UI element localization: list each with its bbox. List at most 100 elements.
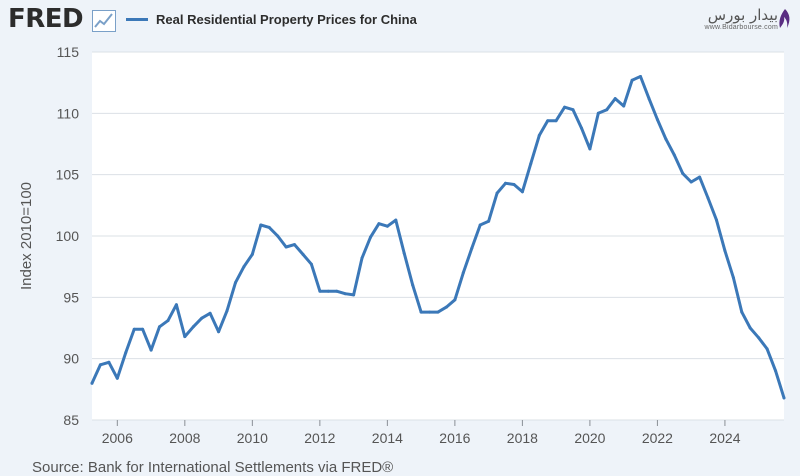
data-point bbox=[461, 271, 465, 275]
data-point bbox=[689, 180, 693, 184]
data-point bbox=[529, 162, 533, 166]
y-tick-label: 85 bbox=[63, 412, 79, 428]
flame-icon bbox=[779, 9, 790, 28]
data-point bbox=[580, 126, 583, 130]
data-point bbox=[149, 348, 153, 352]
data-point bbox=[191, 325, 195, 329]
y-tick-label: 115 bbox=[57, 44, 80, 60]
data-point bbox=[360, 256, 364, 260]
data-point bbox=[444, 305, 448, 309]
data-point bbox=[141, 327, 145, 331]
data-point bbox=[343, 292, 347, 296]
data-point bbox=[596, 111, 600, 115]
data-point bbox=[326, 289, 330, 293]
data-point bbox=[107, 360, 111, 364]
data-point bbox=[765, 347, 769, 351]
gridlines bbox=[92, 51, 784, 421]
data-point bbox=[225, 309, 229, 313]
data-point bbox=[504, 181, 507, 185]
data-point bbox=[411, 283, 415, 287]
data-point bbox=[115, 376, 119, 380]
data-point bbox=[478, 223, 482, 227]
data-point bbox=[571, 108, 575, 112]
data-point bbox=[782, 396, 786, 400]
x-tick-label: 2024 bbox=[709, 430, 740, 446]
data-point bbox=[664, 137, 668, 141]
data-point bbox=[512, 183, 516, 186]
data-point bbox=[436, 310, 440, 314]
y-axis-ticks: 85 90 95 100 105 110 115 bbox=[56, 44, 80, 428]
data-point bbox=[774, 369, 778, 373]
data-point bbox=[98, 363, 102, 367]
data-point bbox=[242, 265, 246, 269]
data-point bbox=[377, 222, 381, 226]
data-point bbox=[554, 119, 558, 123]
data-point bbox=[174, 303, 178, 307]
data-point bbox=[166, 319, 170, 323]
x-axis-ticks: 2006 2008 2010 2012 2014 2016 2018 2020 2022 2024 bbox=[102, 420, 741, 446]
fred-logo[interactable]: FRED bbox=[8, 4, 84, 34]
watermark-name: بیدار بورس bbox=[707, 6, 778, 24]
y-tick-label: 95 bbox=[63, 289, 79, 305]
data-point bbox=[428, 310, 432, 314]
x-tick-label: 2014 bbox=[372, 430, 403, 446]
x-tick-label: 2012 bbox=[304, 430, 335, 446]
data-point bbox=[293, 243, 296, 247]
data-point bbox=[655, 118, 659, 121]
data-point bbox=[487, 219, 491, 223]
x-tick-label: 2010 bbox=[237, 430, 268, 446]
data-point bbox=[217, 330, 221, 334]
x-tick-label: 2006 bbox=[102, 430, 133, 446]
x-tick-label: 2020 bbox=[574, 430, 605, 446]
data-point bbox=[352, 293, 356, 297]
watermark-logo: بیدار بورس www.Bidarbourse.com bbox=[705, 6, 790, 31]
x-tick-label: 2008 bbox=[169, 430, 200, 446]
data-point bbox=[698, 175, 702, 179]
data-point bbox=[706, 196, 710, 200]
data-point bbox=[419, 310, 423, 314]
x-tick-label: 2016 bbox=[439, 430, 470, 446]
chart-line-icon bbox=[92, 10, 116, 32]
data-point bbox=[470, 246, 474, 250]
series-layer bbox=[90, 75, 786, 400]
data-point bbox=[537, 133, 541, 137]
y-tick-label: 110 bbox=[57, 105, 80, 121]
legend-swatch bbox=[126, 18, 148, 21]
header: FRED Real Residential Property Prices fo… bbox=[0, 0, 800, 44]
data-point bbox=[267, 225, 271, 229]
data-point bbox=[588, 147, 592, 151]
data-point bbox=[748, 326, 752, 330]
data-point bbox=[453, 298, 457, 302]
data-point bbox=[622, 104, 626, 108]
data-point bbox=[563, 105, 567, 109]
data-point bbox=[613, 97, 617, 101]
data-point bbox=[200, 316, 204, 320]
data-point bbox=[276, 234, 280, 238]
data-point bbox=[630, 78, 634, 82]
data-point bbox=[639, 75, 642, 78]
data-point bbox=[234, 281, 237, 285]
y-axis-label: Index 2010=100 bbox=[18, 182, 35, 290]
data-point bbox=[369, 235, 372, 239]
data-point bbox=[605, 108, 609, 112]
data-point bbox=[520, 190, 524, 194]
data-point bbox=[132, 327, 136, 331]
data-point bbox=[723, 249, 727, 253]
y-tick-label: 100 bbox=[56, 228, 80, 244]
data-point bbox=[259, 223, 263, 227]
data-point bbox=[158, 325, 161, 329]
data-point bbox=[715, 218, 718, 222]
data-point bbox=[647, 97, 651, 101]
legend: Real Residential Property Prices for Chi… bbox=[126, 12, 417, 27]
data-point bbox=[672, 153, 676, 157]
y-tick-label: 90 bbox=[63, 351, 79, 367]
data-point bbox=[208, 311, 212, 315]
data-point bbox=[335, 289, 339, 293]
data-point bbox=[546, 119, 550, 123]
data-point bbox=[250, 252, 254, 256]
data-point bbox=[318, 289, 322, 293]
data-point bbox=[681, 171, 685, 175]
data-point bbox=[394, 218, 398, 222]
data-point bbox=[90, 381, 94, 385]
